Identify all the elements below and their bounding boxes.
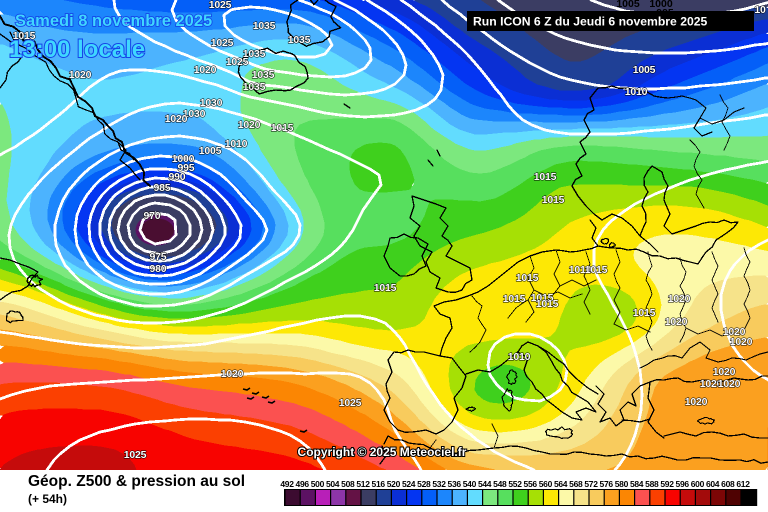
svg-text:1025: 1025 bbox=[339, 397, 362, 409]
svg-text:504: 504 bbox=[326, 479, 340, 489]
svg-text:612: 612 bbox=[736, 479, 750, 489]
svg-text:1010: 1010 bbox=[625, 86, 648, 98]
svg-text:576: 576 bbox=[600, 479, 614, 489]
svg-text:1035: 1035 bbox=[243, 81, 266, 93]
svg-text:588: 588 bbox=[645, 479, 659, 489]
svg-text:13:00 locale: 13:00 locale bbox=[9, 36, 145, 63]
svg-text:(+ 54h): (+ 54h) bbox=[28, 492, 67, 506]
svg-text:1000: 1000 bbox=[649, 0, 673, 10]
svg-text:990: 990 bbox=[169, 171, 186, 183]
svg-text:1020: 1020 bbox=[723, 326, 746, 338]
svg-text:532: 532 bbox=[432, 479, 446, 489]
svg-text:1025: 1025 bbox=[211, 37, 234, 49]
svg-text:552: 552 bbox=[508, 479, 522, 489]
svg-text:1035: 1035 bbox=[252, 69, 275, 81]
svg-text:580: 580 bbox=[615, 479, 629, 489]
svg-text:1020: 1020 bbox=[713, 366, 736, 378]
svg-text:1020: 1020 bbox=[730, 336, 753, 348]
svg-text:516: 516 bbox=[372, 479, 386, 489]
svg-text:1020: 1020 bbox=[718, 378, 741, 390]
svg-text:572: 572 bbox=[584, 479, 598, 489]
svg-text:Géop. Z500 & pression au sol: Géop. Z500 & pression au sol bbox=[28, 473, 245, 490]
svg-text:1000: 1000 bbox=[172, 153, 195, 165]
svg-text:1035: 1035 bbox=[288, 34, 311, 46]
svg-text:1015: 1015 bbox=[534, 171, 557, 183]
svg-text:1015: 1015 bbox=[374, 282, 397, 294]
svg-text:1005: 1005 bbox=[616, 0, 640, 10]
svg-text:1010: 1010 bbox=[508, 351, 531, 363]
svg-text:995: 995 bbox=[178, 162, 195, 174]
svg-text:1005: 1005 bbox=[633, 64, 656, 76]
svg-text:1035: 1035 bbox=[253, 20, 276, 32]
svg-text:1015: 1015 bbox=[516, 272, 539, 284]
svg-text:10: 10 bbox=[754, 4, 766, 16]
svg-text:1025: 1025 bbox=[226, 56, 249, 68]
svg-text:596: 596 bbox=[676, 479, 690, 489]
svg-text:528: 528 bbox=[417, 479, 431, 489]
svg-text:1005: 1005 bbox=[199, 145, 222, 157]
svg-text:1020: 1020 bbox=[238, 119, 261, 131]
svg-text:1020: 1020 bbox=[221, 368, 244, 380]
svg-text:1020: 1020 bbox=[194, 64, 217, 76]
svg-text:1025: 1025 bbox=[124, 449, 147, 461]
svg-text:1025: 1025 bbox=[209, 0, 232, 11]
svg-text:524: 524 bbox=[402, 479, 416, 489]
svg-text:492: 492 bbox=[280, 479, 294, 489]
svg-text:1015: 1015 bbox=[13, 30, 36, 42]
svg-text:1010: 1010 bbox=[569, 264, 592, 276]
svg-text:1015: 1015 bbox=[542, 194, 565, 206]
svg-text:1015: 1015 bbox=[536, 298, 559, 310]
svg-text:608: 608 bbox=[721, 479, 735, 489]
svg-text:1020: 1020 bbox=[69, 69, 92, 81]
svg-text:564: 564 bbox=[554, 479, 568, 489]
svg-text:520: 520 bbox=[387, 479, 401, 489]
svg-text:540: 540 bbox=[463, 479, 477, 489]
svg-text:548: 548 bbox=[493, 479, 507, 489]
svg-text:592: 592 bbox=[660, 479, 674, 489]
svg-text:600: 600 bbox=[691, 479, 705, 489]
svg-text:970: 970 bbox=[144, 210, 161, 222]
svg-text:1015: 1015 bbox=[585, 264, 608, 276]
svg-text:560: 560 bbox=[539, 479, 553, 489]
svg-text:544: 544 bbox=[478, 479, 492, 489]
svg-text:Copyright © 2025 Meteociel.fr: Copyright © 2025 Meteociel.fr bbox=[298, 445, 467, 459]
svg-text:556: 556 bbox=[524, 479, 538, 489]
svg-text:1015: 1015 bbox=[633, 307, 656, 319]
svg-text:1010: 1010 bbox=[225, 138, 248, 150]
svg-text:1020: 1020 bbox=[700, 378, 723, 390]
svg-text:985: 985 bbox=[154, 182, 171, 194]
svg-text:1020: 1020 bbox=[668, 293, 691, 305]
svg-text:536: 536 bbox=[448, 479, 462, 489]
svg-text:584: 584 bbox=[630, 479, 644, 489]
svg-text:1015: 1015 bbox=[531, 292, 554, 304]
svg-text:508: 508 bbox=[341, 479, 355, 489]
svg-text:Samedi 8 novembre 2025: Samedi 8 novembre 2025 bbox=[15, 12, 212, 30]
svg-text:1020: 1020 bbox=[165, 113, 188, 125]
svg-text:1015: 1015 bbox=[271, 122, 294, 134]
svg-text:1030: 1030 bbox=[183, 108, 206, 120]
svg-text:980: 980 bbox=[150, 263, 167, 275]
svg-text:1035: 1035 bbox=[243, 48, 266, 60]
svg-text:1030: 1030 bbox=[200, 97, 223, 109]
svg-text:1020: 1020 bbox=[685, 396, 708, 408]
svg-text:1020: 1020 bbox=[665, 316, 688, 328]
svg-text:512: 512 bbox=[356, 479, 370, 489]
svg-text:604: 604 bbox=[706, 479, 720, 489]
svg-text:Run ICON 6 Z du Jeudi 6 novemb: Run ICON 6 Z du Jeudi 6 novembre 2025 bbox=[473, 15, 708, 29]
svg-text:975: 975 bbox=[150, 251, 167, 263]
svg-text:568: 568 bbox=[569, 479, 583, 489]
svg-text:500: 500 bbox=[311, 479, 325, 489]
svg-text:496: 496 bbox=[296, 479, 310, 489]
svg-text:1015: 1015 bbox=[503, 293, 526, 305]
